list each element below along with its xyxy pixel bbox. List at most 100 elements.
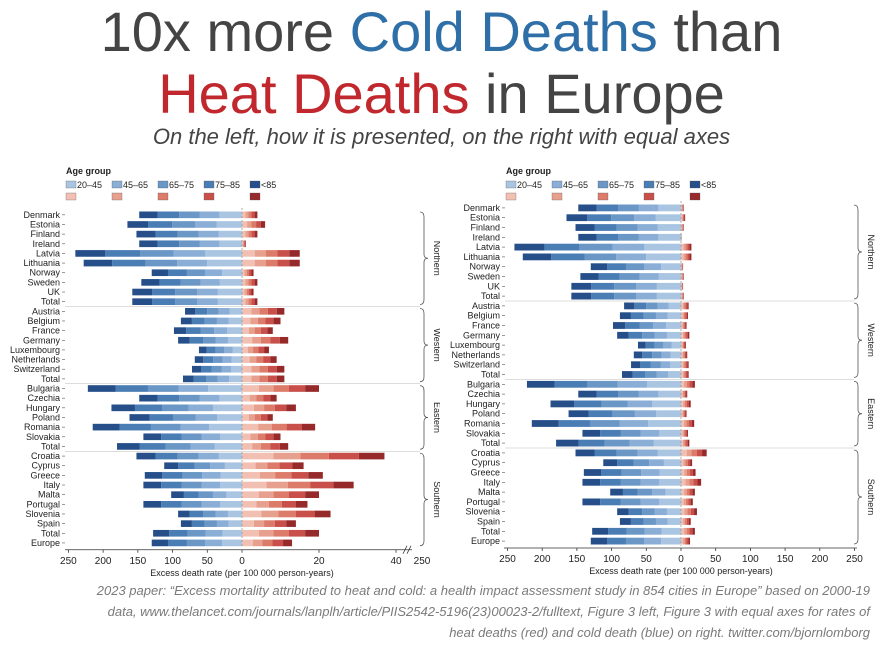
cold-bar-segment xyxy=(616,224,638,231)
row-label: Netherlands xyxy=(11,355,60,365)
heat-bar-segment xyxy=(257,433,266,441)
heat-bar-segment xyxy=(682,302,685,310)
heat-bar-segment xyxy=(245,211,249,219)
row-label: Austria xyxy=(472,301,500,311)
cold-bar-segment xyxy=(222,356,232,363)
cold-bar-segment xyxy=(208,385,242,392)
cold-bar-segment xyxy=(617,380,648,388)
cold-bar-segment xyxy=(637,341,646,349)
cold-bar-segment xyxy=(531,420,559,427)
x-tick-label: 150 xyxy=(569,554,586,565)
cold-bar-segment xyxy=(638,233,659,241)
cold-bar-segment xyxy=(217,288,242,296)
cold-bar-segment xyxy=(607,537,626,545)
cold-bar-segment xyxy=(204,520,217,527)
cold-bar-segment xyxy=(522,253,552,261)
cold-bar-segment xyxy=(167,269,187,277)
cold-bar-segment xyxy=(224,462,242,470)
heat-bar-segment xyxy=(251,279,255,286)
row-label: Total xyxy=(481,526,500,536)
cold-bar-segment xyxy=(136,230,156,238)
cold-bar-segment xyxy=(619,420,649,427)
heat-bar-segment xyxy=(260,327,268,334)
legend-swatch-heat xyxy=(643,192,655,201)
subtitle: On the left, how it is presented, on the… xyxy=(152,124,731,149)
heat-bar-segment xyxy=(242,308,252,315)
cold-bar-segment xyxy=(211,365,222,373)
heat-bar-segment xyxy=(260,336,271,344)
x-tick-label: 100 xyxy=(742,554,759,565)
heat-bar-segment xyxy=(684,214,686,222)
heat-bar-segment xyxy=(686,488,690,496)
heat-bar-segment xyxy=(682,439,685,447)
heat-bar-segment xyxy=(682,224,684,231)
row-label: Total xyxy=(41,441,60,451)
row-label: Cyprus xyxy=(31,461,60,471)
heat-bar-segment xyxy=(256,356,264,363)
heat-bar-segment xyxy=(681,214,683,222)
cold-bar-segment xyxy=(639,273,659,280)
heat-bar-segment xyxy=(281,501,296,508)
cold-bar-segment xyxy=(203,336,216,344)
cold-bar-segment xyxy=(210,462,225,470)
legend-swatch-cold xyxy=(689,180,701,189)
heat-bar-segment xyxy=(288,529,306,537)
cold-bar-segment xyxy=(177,259,208,267)
heat-bar-segment xyxy=(242,501,257,508)
heat-bar-segment xyxy=(691,449,697,457)
title-part-3: in Europe xyxy=(469,62,725,125)
cold-bar-segment xyxy=(218,308,230,315)
heat-bar-segment xyxy=(685,410,687,418)
heat-bar-segment xyxy=(688,498,691,506)
cold-bar-segment xyxy=(568,410,589,418)
row-label: Malta xyxy=(38,490,60,500)
heat-bar-segment xyxy=(242,423,259,431)
cold-bar-segment xyxy=(571,282,592,290)
heat-bar-segment xyxy=(681,361,683,369)
heat-bar-segment xyxy=(295,501,308,508)
cold-bar-segment xyxy=(661,527,681,535)
row-label: Europe xyxy=(471,536,500,546)
heat-bar-segment xyxy=(683,214,685,222)
legend-label: <85 xyxy=(261,180,276,190)
cold-bar-segment xyxy=(594,224,617,231)
heat-bar-segment xyxy=(248,298,252,305)
region-brace xyxy=(419,385,429,450)
source-caption: 2023 paper: “Excess mortality attributed… xyxy=(0,580,870,643)
cold-bar-segment xyxy=(580,273,599,280)
heat-bar-segment xyxy=(686,537,689,545)
heat-bar-segment xyxy=(242,240,243,248)
heat-bar-segment xyxy=(242,279,246,286)
heat-bar-segment xyxy=(279,462,293,470)
legend-title: Age group xyxy=(66,166,111,176)
heat-bar-segment xyxy=(270,443,280,450)
heat-bar-segment xyxy=(242,510,262,518)
heat-bar-segment xyxy=(270,356,277,363)
cold-bar-segment xyxy=(638,204,659,212)
heat-bar-segment xyxy=(251,365,260,373)
cold-bar-segment xyxy=(229,308,242,315)
heat-bar-segment xyxy=(686,469,690,476)
heat-bar-segment xyxy=(685,478,690,486)
legend-swatch-heat xyxy=(157,192,169,201)
cold-bar-segment xyxy=(105,250,141,257)
heat-bar-segment xyxy=(247,346,254,354)
heat-bar-segment xyxy=(258,385,274,392)
heat-bar-segment xyxy=(681,439,683,447)
heat-bar-segment xyxy=(681,204,683,212)
cold-bar-segment xyxy=(217,298,242,305)
heat-bar-segment xyxy=(273,452,301,460)
x-tick-label: 50 xyxy=(710,554,722,565)
cold-bar-segment xyxy=(663,341,672,349)
x-tick-label: 40 xyxy=(390,556,402,567)
heat-bar-segment xyxy=(251,269,254,277)
legend-label: 65–75 xyxy=(609,180,634,190)
x-tick-label: 100 xyxy=(164,556,181,567)
row-label: Germany xyxy=(23,335,61,345)
cold-bar-segment xyxy=(169,529,188,537)
heat-bar-segment xyxy=(688,537,691,545)
heat-bar-segment xyxy=(256,394,264,402)
cold-bar-segment xyxy=(228,317,242,325)
heat-bar-segment xyxy=(686,518,689,525)
cold-bar-segment xyxy=(670,351,681,359)
